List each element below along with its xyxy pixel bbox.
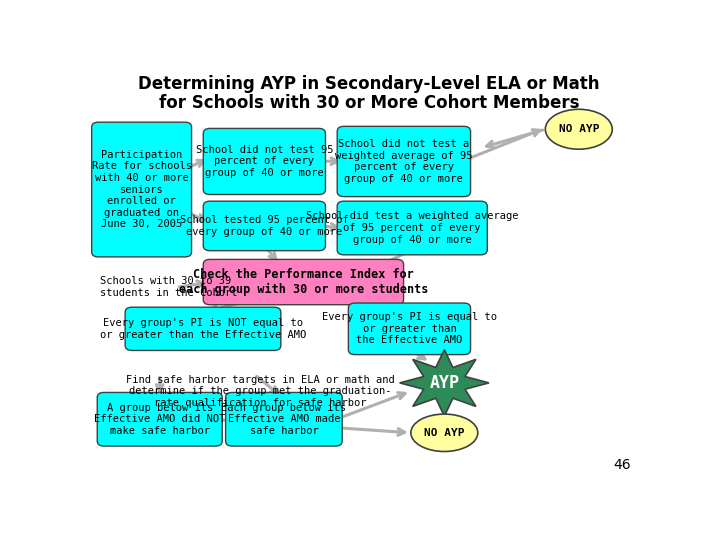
Text: School did test a weighted average
of 95 percent of every
group of 40 or more: School did test a weighted average of 95…: [306, 211, 518, 245]
Text: 46: 46: [613, 458, 631, 472]
Text: A group below its
Effective AMO did NOT
make safe harbor: A group below its Effective AMO did NOT …: [94, 403, 225, 436]
Text: AYP: AYP: [429, 374, 459, 392]
FancyBboxPatch shape: [203, 129, 325, 194]
Text: NO AYP: NO AYP: [559, 124, 599, 134]
Text: Schools with 30 to 39
students in the Cohort: Schools with 30 to 39 students in the Co…: [100, 276, 238, 298]
FancyBboxPatch shape: [225, 393, 342, 446]
FancyBboxPatch shape: [203, 201, 325, 251]
FancyBboxPatch shape: [203, 259, 404, 305]
FancyBboxPatch shape: [337, 201, 487, 255]
Text: School tested 95 percent of
every group of 40 or more: School tested 95 percent of every group …: [180, 215, 348, 237]
Text: Determining AYP in Secondary-Level ELA or Math: Determining AYP in Secondary-Level ELA o…: [138, 75, 600, 93]
FancyBboxPatch shape: [91, 122, 192, 257]
Polygon shape: [400, 349, 489, 416]
FancyBboxPatch shape: [125, 307, 281, 350]
Text: Each group below its
Effective AMO made
safe harbor: Each group below its Effective AMO made …: [222, 403, 346, 436]
FancyBboxPatch shape: [97, 393, 222, 446]
Text: School did not test 95
percent of every
group of 40 or more: School did not test 95 percent of every …: [196, 145, 333, 178]
Text: for Schools with 30 or More Cohort Members: for Schools with 30 or More Cohort Membe…: [158, 94, 580, 112]
Text: Check the Performance Index for
each group with 30 or more students: Check the Performance Index for each gro…: [179, 268, 428, 296]
Text: Find safe harbor targets in ELA or math and
determine if the group met the gradu: Find safe harbor targets in ELA or math …: [126, 375, 395, 408]
Ellipse shape: [545, 109, 612, 149]
FancyBboxPatch shape: [348, 303, 471, 355]
Text: Every group's PI is NOT equal to
or greater than the Effective AMO: Every group's PI is NOT equal to or grea…: [100, 318, 306, 340]
Text: NO AYP: NO AYP: [424, 428, 464, 438]
Text: School did not test a
weighted average of 95
percent of every
group of 40 or mor: School did not test a weighted average o…: [335, 139, 472, 184]
Ellipse shape: [411, 414, 478, 451]
FancyBboxPatch shape: [337, 126, 471, 197]
Text: Every group's PI is equal to
or greater than
the Effective AMO: Every group's PI is equal to or greater …: [322, 312, 497, 346]
Text: Participation
Rate for schools
with 40 or more
seniors
enrolled or
graduated on
: Participation Rate for schools with 40 o…: [91, 150, 192, 230]
